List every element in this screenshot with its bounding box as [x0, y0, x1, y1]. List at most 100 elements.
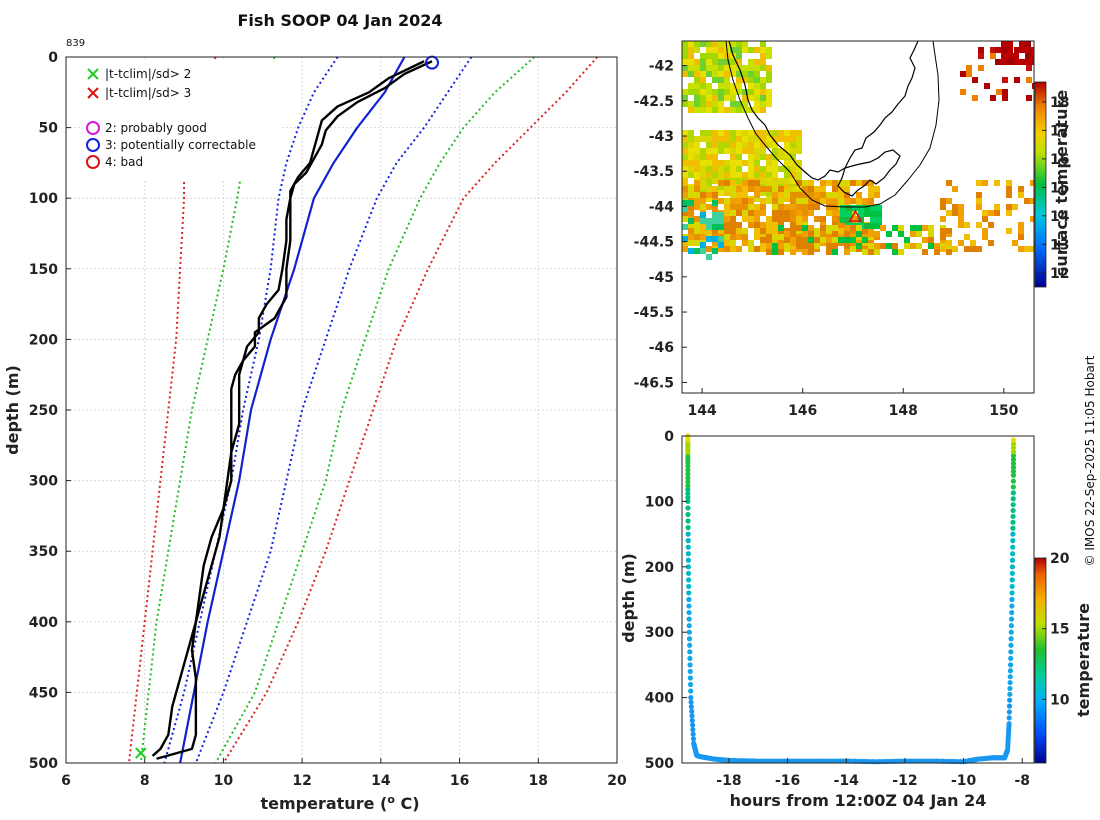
sst-pixel [1001, 41, 1007, 47]
x-tick-label: 16 [450, 773, 469, 789]
sst-pixel [778, 198, 784, 204]
sst-pixel [1030, 180, 1034, 186]
sst-pixel [1013, 53, 1019, 59]
map-axis-ticks: 144 146 148 150 -42 -42.5 -43 -43.5 -44 -44.5 -45 -… [634, 59, 1019, 419]
sst-pixel [736, 160, 742, 166]
sst-pixel [808, 210, 814, 216]
sst-pixel [766, 166, 772, 172]
sst-pixel [892, 243, 898, 249]
track-point [685, 557, 691, 563]
sst-pixel [1019, 47, 1025, 53]
sst-pixel [730, 107, 736, 113]
sst-pixel [712, 136, 718, 142]
sst-pixel [754, 228, 760, 234]
sst-pixel [730, 101, 736, 107]
sst-pixel [1030, 198, 1034, 204]
profile-series [151, 60, 433, 760]
sst-pixel [700, 59, 706, 65]
track-point [1010, 544, 1016, 550]
sst-pixel [760, 101, 766, 107]
sst-pixel [712, 89, 718, 95]
track-point [685, 471, 691, 477]
track-point [685, 505, 691, 511]
sst-pixel [766, 186, 772, 192]
sst-pixel [904, 243, 910, 249]
track-point [1006, 709, 1012, 715]
sst-pixel [802, 186, 808, 192]
sst-pixel [994, 204, 1000, 210]
sst-pixel [952, 186, 958, 192]
sst-pixel [694, 222, 700, 228]
sst-pixel [994, 180, 1000, 186]
track-point [687, 655, 693, 661]
sst-pixel [840, 205, 846, 211]
sst-pixel [700, 53, 706, 59]
sst-pixel [772, 216, 778, 222]
sst-pixel [688, 65, 694, 71]
climatology-envelope-line [163, 57, 339, 763]
sst-pixel [850, 225, 856, 231]
sst-pixel [718, 166, 724, 172]
sst-pixel [790, 154, 796, 160]
track-point [689, 722, 696, 728]
sst-pixel [742, 142, 748, 148]
sst-pixel [712, 107, 718, 113]
climatology-envelope-line [139, 57, 276, 763]
sst-pixel [730, 89, 736, 95]
sst-pixel [778, 216, 784, 222]
sst-pixel [706, 41, 712, 47]
sst-pixel [760, 59, 766, 65]
sst-pixel [694, 186, 700, 192]
sst-pixel [760, 89, 766, 95]
sst-pixel [724, 198, 730, 204]
profile-plot-frame [65, 56, 618, 764]
sst-pixel [766, 222, 772, 228]
sst-pixel [706, 107, 712, 113]
sst-pixel [772, 148, 778, 154]
sst-pixel [820, 186, 826, 192]
sst-pixel [808, 192, 814, 198]
sst-pixel [772, 130, 778, 136]
sst-pixel [706, 204, 712, 210]
sst-pixel [706, 236, 712, 242]
sst-pixel [766, 142, 772, 148]
sst-pixel [688, 166, 694, 172]
sst-pixel [1006, 228, 1012, 234]
sst-pixel [742, 198, 748, 204]
legend-flag-entry: |t-tclim|/sd> 3 [87, 86, 191, 100]
sst-pixel [754, 166, 760, 172]
sst-pixel [772, 243, 778, 249]
sst-pixel [706, 186, 712, 192]
track-point [686, 583, 692, 590]
sst-pixel [796, 210, 802, 216]
sst-pixel [730, 71, 736, 77]
sst-pixel [844, 231, 850, 237]
sst-pixel [966, 71, 972, 77]
sst-pixel [840, 211, 846, 217]
sst-pixel [682, 41, 688, 47]
sst-pixel [1007, 59, 1013, 65]
track-point [686, 636, 693, 642]
sst-pixel [700, 65, 706, 71]
sst-pixel [688, 190, 694, 196]
sst-pixel [754, 107, 760, 113]
track-point [1010, 464, 1017, 470]
sst-pixel [868, 231, 874, 237]
sst-pixel [748, 180, 754, 186]
track-point [1010, 460, 1017, 467]
sst-pixel [940, 228, 946, 234]
sst-pixel [736, 178, 742, 184]
track-x-tick-label: -16 [775, 773, 800, 789]
track-point [1008, 616, 1015, 622]
sst-pixel [772, 210, 778, 216]
sst-pixel [772, 198, 778, 204]
sst-pixel [1025, 47, 1031, 53]
track-point [686, 629, 692, 635]
sst-pixel [724, 83, 730, 89]
sst-pixel [706, 53, 712, 59]
sst-pixel [706, 218, 712, 224]
sst-pixel [742, 65, 748, 71]
sst-pixel [754, 71, 760, 77]
sst-pixel [700, 148, 706, 154]
sst-pixel [802, 225, 808, 231]
